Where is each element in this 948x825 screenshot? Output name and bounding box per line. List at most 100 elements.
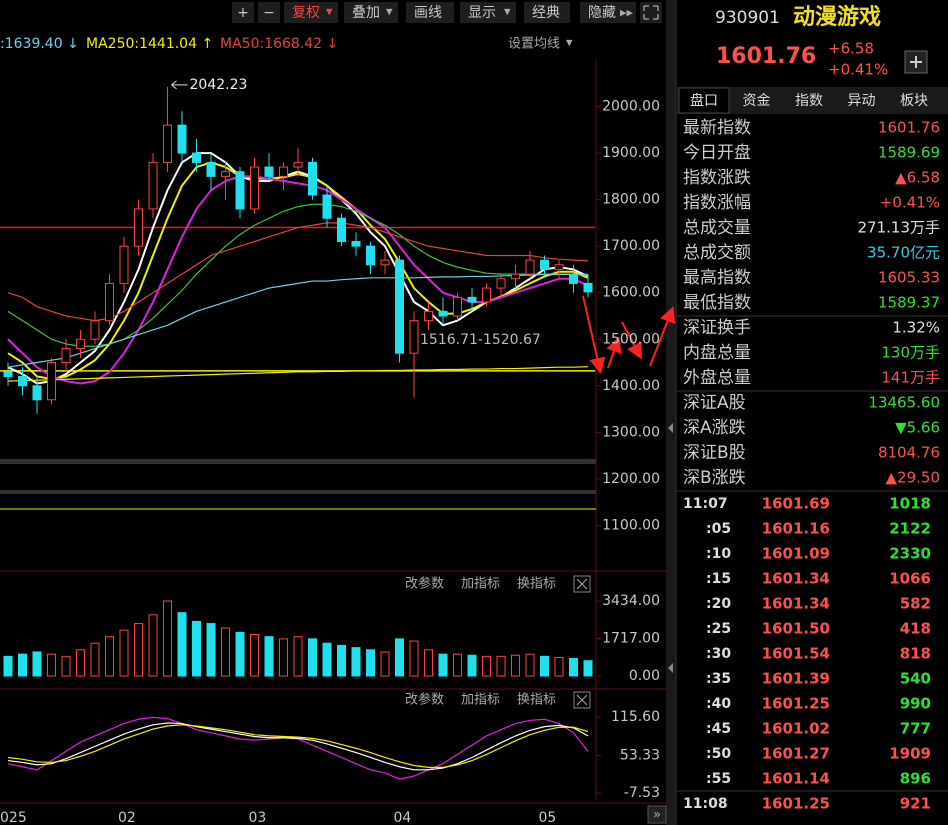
candle-body bbox=[583, 282, 593, 293]
toolbar-label: 画线 bbox=[414, 5, 442, 21]
toolbar-label: 显示 bbox=[468, 5, 496, 21]
tab[interactable]: 盘口 bbox=[690, 92, 718, 109]
candle-body bbox=[351, 241, 361, 247]
panel-button[interactable]: 加指标 bbox=[461, 577, 500, 592]
trade-volume: 2122 bbox=[889, 520, 931, 538]
trade-price: 1601.25 bbox=[762, 795, 830, 813]
candle-body bbox=[264, 166, 274, 177]
candle-body bbox=[3, 371, 13, 377]
peak-label: 2042.23 bbox=[190, 77, 248, 93]
toolbar-label: 复权 bbox=[292, 4, 320, 21]
volume-bar bbox=[395, 638, 404, 677]
volume-bar bbox=[554, 656, 564, 677]
expand-button[interactable] bbox=[647, 805, 667, 824]
toolbar-button[interactable] bbox=[524, 2, 570, 23]
y-tick-label: 53.33 bbox=[620, 747, 660, 763]
trade-price: 1601.69 bbox=[762, 495, 830, 513]
toolbar-label: + bbox=[237, 5, 249, 21]
dropdown-caret: ▾ bbox=[504, 5, 511, 20]
toolbar-button[interactable] bbox=[460, 2, 516, 23]
volume-bar bbox=[119, 629, 129, 677]
scrollbar[interactable] bbox=[666, 0, 676, 825]
trade-time: :40 bbox=[706, 696, 731, 712]
stat-label: 深证A股 bbox=[683, 393, 746, 413]
arrow bbox=[606, 336, 622, 369]
candle-body bbox=[511, 273, 520, 280]
indicator-line bbox=[7, 722, 589, 771]
trade-volume: 896 bbox=[900, 770, 931, 788]
stat-label: 最低指数 bbox=[683, 293, 751, 313]
close-button[interactable] bbox=[573, 575, 591, 593]
trade-price: 1601.39 bbox=[762, 670, 830, 688]
y-tick-label: 1500.00 bbox=[602, 331, 660, 347]
arrow bbox=[621, 321, 642, 360]
ma-setting[interactable]: 设置均线 bbox=[508, 37, 560, 52]
dropdown-caret: ▾ bbox=[566, 36, 573, 51]
plus-icon bbox=[910, 56, 922, 68]
trade-volume: 921 bbox=[900, 795, 931, 813]
volume-bar bbox=[177, 612, 187, 677]
candle-body bbox=[438, 310, 448, 317]
quote-change: +6.58 bbox=[828, 40, 874, 58]
y-tick-label: 1717.00 bbox=[602, 631, 660, 647]
candle-body bbox=[322, 194, 332, 219]
candle-body bbox=[453, 296, 462, 317]
volume-bar bbox=[18, 653, 27, 677]
toolbar-button[interactable] bbox=[344, 2, 398, 23]
tab[interactable]: 资金 bbox=[743, 93, 771, 109]
panel-button[interactable]: 加指标 bbox=[461, 693, 500, 708]
volume-bar bbox=[206, 623, 216, 677]
trade-volume: 582 bbox=[900, 595, 931, 613]
dropdown-caret: ▾ bbox=[386, 5, 393, 20]
candle-body bbox=[250, 166, 259, 210]
band bbox=[0, 490, 596, 494]
candle-body bbox=[467, 296, 477, 303]
trade-price: 1601.27 bbox=[762, 745, 830, 763]
toolbar-button[interactable] bbox=[406, 2, 454, 23]
trade-volume: 540 bbox=[900, 670, 931, 688]
trade-volume: 1066 bbox=[889, 570, 931, 588]
candle-body bbox=[192, 152, 201, 163]
stat-value: 8104.76 bbox=[878, 444, 940, 462]
panel-button[interactable]: 换指标 bbox=[517, 693, 556, 708]
volume-bar bbox=[366, 649, 375, 677]
stat-label: 指数涨幅 bbox=[683, 193, 751, 213]
volume-bar bbox=[308, 638, 317, 677]
volume-bar bbox=[467, 654, 477, 677]
tab[interactable]: 指数 bbox=[795, 93, 823, 109]
trade-time: :15 bbox=[706, 571, 731, 587]
close-button[interactable] bbox=[573, 691, 591, 709]
volume-bar bbox=[583, 660, 593, 677]
volume-bar bbox=[61, 655, 71, 677]
toolbar-button[interactable] bbox=[232, 2, 254, 23]
tab[interactable]: 异动 bbox=[848, 93, 876, 109]
tab[interactable]: 板块 bbox=[900, 93, 928, 109]
candle-body bbox=[90, 320, 100, 340]
expand-icon: » bbox=[653, 808, 661, 823]
toolbar-button[interactable] bbox=[284, 2, 338, 23]
tab-active[interactable] bbox=[678, 87, 730, 114]
candle-body bbox=[18, 375, 27, 387]
panel-button[interactable]: 改参数 bbox=[405, 692, 444, 708]
panel-button[interactable]: 换指标 bbox=[517, 577, 556, 592]
volume-bar bbox=[337, 644, 346, 677]
panel-button[interactable]: 改参数 bbox=[405, 576, 444, 592]
trade-volume: 1018 bbox=[889, 495, 931, 513]
stat-value: ▼5.66 bbox=[895, 419, 940, 437]
y-tick-label: 3434.00 bbox=[602, 593, 660, 609]
stat-value: 1605.33 bbox=[878, 269, 940, 287]
trade-time: 11:07 bbox=[683, 496, 728, 512]
y-tick-label: 1800.00 bbox=[602, 192, 660, 208]
fullscreen-button[interactable] bbox=[640, 2, 662, 23]
toolbar-label: 隐藏 bbox=[588, 5, 616, 21]
arrow bbox=[582, 295, 606, 374]
toolbar-button[interactable] bbox=[580, 2, 636, 23]
candle-body bbox=[540, 259, 549, 270]
quote-name: 动漫游戏 bbox=[793, 4, 881, 30]
toolbar-button[interactable] bbox=[258, 2, 280, 23]
stat-value: 141万手 bbox=[881, 369, 940, 387]
volume-bar bbox=[192, 620, 201, 677]
volume-bar bbox=[409, 640, 419, 677]
candle-body bbox=[61, 348, 71, 364]
